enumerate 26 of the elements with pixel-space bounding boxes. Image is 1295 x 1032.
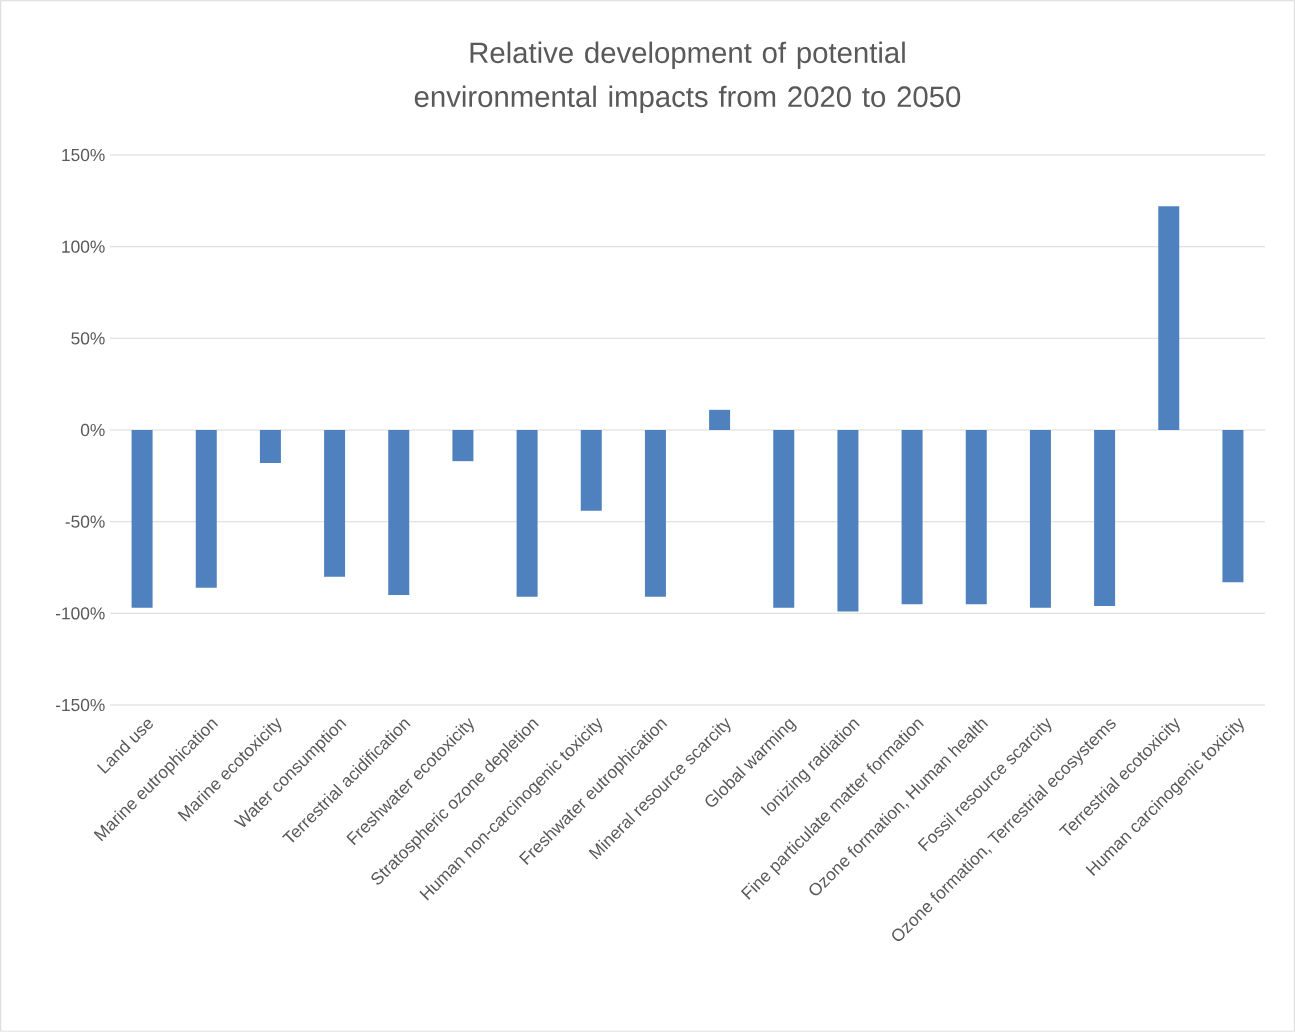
bar: [195, 430, 217, 588]
bar: [1222, 430, 1244, 583]
bar: [580, 430, 602, 511]
y-tick-label: 150%: [62, 148, 105, 162]
bar: [388, 430, 410, 595]
y-tick-label: 50%: [71, 332, 105, 345]
bar: [1094, 430, 1116, 606]
y-tick-label: -50%: [65, 515, 105, 528]
y-tick-label: 100%: [62, 240, 105, 253]
bar: [644, 430, 666, 597]
bar: [709, 409, 731, 430]
bar: [516, 430, 538, 597]
bar: [452, 430, 474, 462]
bar: [1158, 206, 1180, 430]
bar: [965, 430, 987, 605]
y-tick-label: 0%: [80, 423, 105, 437]
bar: [324, 430, 346, 577]
bar: [837, 430, 859, 612]
bar: [901, 430, 923, 605]
y-tick-label: -150%: [55, 698, 105, 712]
bar: [1029, 430, 1051, 608]
bar: [773, 430, 795, 608]
bar: [259, 430, 281, 463]
bar: [131, 430, 153, 608]
y-tick-label: -100%: [55, 607, 105, 620]
chart-title: Relative development of potential environmental impacts from 2020 to 2050: [414, 41, 961, 113]
